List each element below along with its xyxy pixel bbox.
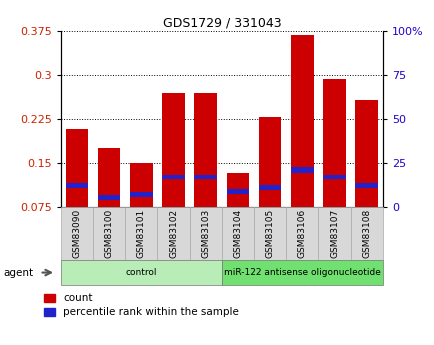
FancyBboxPatch shape	[61, 207, 93, 260]
Text: miR-122 antisense oligonucleotide: miR-122 antisense oligonucleotide	[224, 268, 380, 277]
Bar	[98, 195, 120, 200]
Text: GSM83108: GSM83108	[362, 209, 370, 258]
Text: GSM83090: GSM83090	[72, 209, 81, 258]
Bar	[355, 183, 377, 188]
Bar	[66, 129, 88, 207]
Bar	[290, 167, 313, 173]
FancyBboxPatch shape	[350, 207, 382, 260]
Bar	[66, 183, 88, 188]
FancyBboxPatch shape	[61, 260, 221, 285]
FancyBboxPatch shape	[221, 260, 382, 285]
FancyBboxPatch shape	[189, 207, 221, 260]
FancyBboxPatch shape	[93, 207, 125, 260]
Bar	[290, 35, 313, 207]
Bar	[194, 92, 217, 207]
Bar	[162, 175, 184, 179]
Bar	[258, 185, 281, 190]
FancyBboxPatch shape	[157, 207, 189, 260]
Text: GSM83103: GSM83103	[201, 209, 210, 258]
Bar	[162, 92, 184, 207]
Bar	[130, 192, 152, 197]
Text: GSM83101: GSM83101	[137, 209, 145, 258]
FancyBboxPatch shape	[253, 207, 286, 260]
Bar	[98, 148, 120, 207]
Bar	[226, 189, 249, 194]
Text: GSM83106: GSM83106	[297, 209, 306, 258]
Text: GSM83104: GSM83104	[233, 209, 242, 258]
Bar	[322, 79, 345, 207]
Text: GSM83107: GSM83107	[329, 209, 338, 258]
FancyBboxPatch shape	[125, 207, 157, 260]
Title: GDS1729 / 331043: GDS1729 / 331043	[162, 17, 280, 30]
FancyBboxPatch shape	[221, 207, 253, 260]
Text: control: control	[125, 268, 157, 277]
Bar	[322, 175, 345, 179]
Text: agent: agent	[3, 268, 33, 277]
FancyBboxPatch shape	[286, 207, 318, 260]
Legend: count, percentile rank within the sample: count, percentile rank within the sample	[44, 293, 238, 317]
Text: GSM83100: GSM83100	[105, 209, 113, 258]
FancyBboxPatch shape	[318, 207, 350, 260]
Bar	[226, 173, 249, 207]
Bar	[194, 175, 217, 179]
Bar	[258, 117, 281, 207]
Text: GSM83102: GSM83102	[169, 209, 178, 258]
Bar	[130, 163, 152, 207]
Text: GSM83105: GSM83105	[265, 209, 274, 258]
Bar	[355, 100, 377, 207]
